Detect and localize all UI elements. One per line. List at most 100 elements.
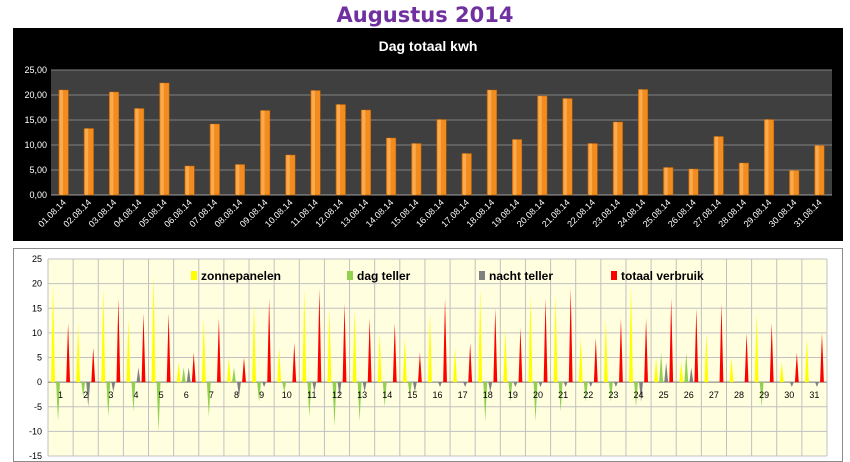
chart1-bar <box>612 121 623 196</box>
chart2-bar <box>789 382 794 388</box>
chart2-xtick-label: 30 <box>784 390 794 400</box>
chart2-bar <box>538 382 543 388</box>
chart2-xtick-label: 12 <box>332 390 342 400</box>
chart2-bar <box>412 382 417 392</box>
chart2-bar <box>754 313 759 383</box>
chart1-bar-highlight <box>336 104 341 195</box>
chart2-xtick-label: 17 <box>458 390 468 400</box>
chart1-bar-highlight <box>311 90 315 195</box>
chart2-bar <box>568 288 573 383</box>
chart2-bar <box>664 362 669 383</box>
chart2-bar <box>317 288 322 383</box>
chart2-bar <box>302 288 307 383</box>
chart2-bar <box>151 273 156 383</box>
chart1-bar-highlight <box>689 169 693 195</box>
chart1-ytick-label: 15,00 <box>24 115 47 125</box>
chart2-bar <box>443 298 447 383</box>
chart2-xtick-label: 19 <box>508 390 518 400</box>
chart1-bar-highlight <box>210 124 215 195</box>
chart2-xtick-label: 26 <box>684 390 694 400</box>
chart1-bar-highlight <box>160 83 164 195</box>
page-title: Augustus 2014 <box>336 3 514 27</box>
chart2-bar <box>166 313 171 383</box>
chart1-bar-highlight <box>286 155 290 195</box>
chart2-xtick-label: 29 <box>759 390 769 400</box>
chart2-xtick-label: 2 <box>83 390 88 400</box>
chart2-xtick-label: 14 <box>382 390 392 400</box>
chart1-bar <box>159 82 170 196</box>
chart1-bar <box>83 128 94 196</box>
chart2-xtick-label: 15 <box>407 390 417 400</box>
chart1-bar-highlight <box>588 143 593 195</box>
chart1-bar <box>638 89 649 196</box>
chart1-bar-highlight <box>815 145 819 195</box>
chart1-bar <box>789 170 800 196</box>
chart2-bar <box>76 323 81 383</box>
chart2-bar <box>588 382 593 388</box>
chart2-bar <box>201 318 206 383</box>
chart2-ytick-label: 20 <box>32 279 42 289</box>
chart2-ytick-label: -10 <box>29 426 42 436</box>
chart2-bar <box>438 382 442 388</box>
chart2-bar <box>86 382 91 407</box>
chart2-bar <box>136 367 141 383</box>
chart2-bar <box>66 323 71 383</box>
chart2-xtick-label: 1 <box>58 390 63 400</box>
chart1-bar <box>260 110 271 196</box>
chart2-bar <box>186 367 191 383</box>
chart1-bar-highlight <box>513 139 517 195</box>
chart2-bar <box>242 357 246 383</box>
chart2-bar <box>357 382 362 422</box>
chart2-bar <box>126 318 131 383</box>
chart2-bar <box>407 382 412 397</box>
chart2-bar <box>116 298 121 383</box>
chart1-bar <box>335 104 346 196</box>
chart1-bar <box>134 108 145 196</box>
chart2-xtick-label: 21 <box>558 390 568 400</box>
chart2-frame <box>13 248 843 462</box>
chart2-bar <box>614 382 618 388</box>
chart2-bar <box>141 313 146 383</box>
chart2-ytick-label: 0 <box>37 377 42 387</box>
chart2-bar <box>493 308 498 383</box>
chart2-bar <box>453 347 458 383</box>
chart2-bar <box>292 342 297 383</box>
chart2-bar <box>181 367 186 383</box>
chart2-bar <box>176 362 181 383</box>
chart2-bar <box>402 337 407 383</box>
chart2-legend-label: zonnepanelen <box>201 269 281 283</box>
chart2-bar <box>729 357 734 383</box>
chart2-xtick-label: 6 <box>184 390 189 400</box>
chart1-bar-highlight <box>639 89 643 195</box>
chart2-bar <box>603 318 608 383</box>
chart1-ytick-label: 25,00 <box>24 65 47 75</box>
chart2-bar <box>206 382 211 417</box>
chart2-bar <box>488 382 493 392</box>
chart1-bar <box>386 137 397 196</box>
chart2-xtick-label: 28 <box>734 390 744 400</box>
chart2-bar <box>367 318 372 383</box>
chart2-bar <box>634 382 638 407</box>
chart2-ytick-label: 25 <box>32 254 42 264</box>
chart2-bar <box>227 357 231 383</box>
chart2-xtick-label: 13 <box>357 390 367 400</box>
chart1-bar-highlight <box>85 128 89 195</box>
chart1-bar <box>461 153 472 196</box>
chart2-bar <box>81 382 86 397</box>
chart1-bar <box>663 167 674 196</box>
chart1-ytick-label: 20,00 <box>24 90 47 100</box>
chart2-bar <box>639 382 643 402</box>
chart2-xtick-label: 31 <box>809 390 819 400</box>
chart1-bar <box>688 168 699 196</box>
chart2-xtick-label: 24 <box>634 390 644 400</box>
chart2-bar <box>131 382 136 412</box>
chart1-bar-highlight <box>185 166 189 195</box>
chart1-bar <box>234 164 245 196</box>
chart1-bar-highlight <box>714 136 719 195</box>
chart2-bar <box>553 293 558 383</box>
chart2-bar <box>252 303 256 383</box>
chart2-bar <box>91 347 96 383</box>
chart2-legend-label: dag teller <box>357 269 411 283</box>
chart1-bar-highlight <box>563 98 567 195</box>
